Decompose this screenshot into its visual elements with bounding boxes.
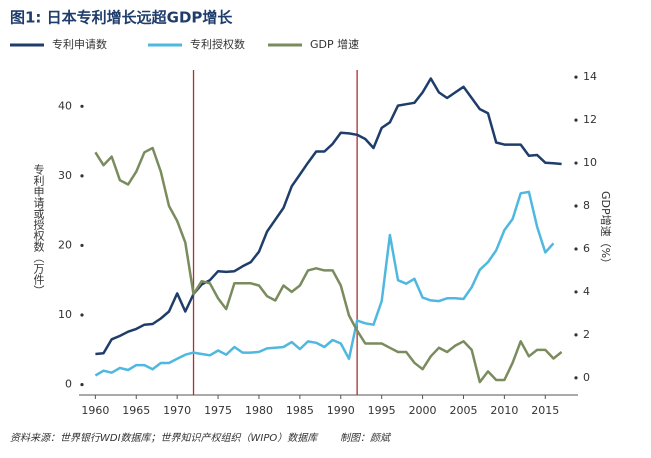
y2-tick	[574, 333, 578, 337]
y2-tick-label: 14	[583, 70, 597, 83]
credit: 制图：颜斌	[340, 432, 392, 444]
y-tick	[80, 382, 84, 387]
y2-tick	[574, 75, 578, 79]
y2-tick	[574, 161, 578, 165]
x-tick-label: 2015	[531, 404, 559, 417]
y-tick-label: 0	[65, 378, 72, 391]
y2-tick-label: 8	[583, 199, 590, 212]
x-tick-label: 2000	[409, 404, 437, 417]
y2-tick	[574, 204, 578, 208]
y2-tick	[574, 290, 578, 294]
chart-title: 图1: 日本专利增长远超GDP增长	[10, 9, 233, 27]
x-tick-label: 1960	[81, 404, 109, 417]
y-tick	[80, 104, 84, 108]
y-tick-label: 20	[58, 238, 72, 251]
y2-tick	[574, 118, 578, 122]
y2-tick-label: 12	[583, 113, 597, 126]
y2-tick-label: 6	[583, 242, 590, 255]
y2-tick	[574, 247, 578, 251]
y-tick-label: 30	[58, 169, 72, 182]
y2-tick	[574, 376, 578, 380]
source: 资料来源：世界银行WDI数据库；世界知识产权组织（WIPO）数据库	[10, 432, 319, 444]
series-line	[94, 190, 555, 377]
y2-tick-label: 4	[583, 285, 590, 298]
legend-label: 专利授权数	[190, 37, 245, 51]
x-tick-label: 2005	[449, 404, 477, 417]
y-tick	[80, 243, 84, 248]
y-tick-label: 10	[58, 308, 72, 321]
y-tick-label: 40	[58, 99, 72, 112]
x-tick-label: 1980	[245, 404, 273, 417]
y2-tick-label: 10	[583, 156, 597, 169]
x-tick-label: 1965	[122, 404, 150, 417]
x-tick-label: 1990	[327, 404, 355, 417]
y-tick	[80, 313, 84, 317]
y2-axis-label: GDP增速（%）	[599, 191, 613, 269]
y-tick	[80, 174, 84, 178]
y-axis-label: 专利申请或授权数（万件）	[32, 163, 45, 296]
y2-tick-label: 2	[583, 328, 590, 341]
series-line	[95, 77, 562, 356]
legend-label: 专利申请数	[52, 37, 107, 51]
series-line	[94, 146, 563, 384]
x-tick-label: 1975	[204, 404, 232, 417]
legend-label: GDP 增速	[310, 37, 359, 51]
x-tick-label: 1995	[368, 404, 396, 417]
x-tick-label: 1970	[163, 404, 191, 417]
y2-tick-label: 0	[583, 371, 590, 384]
x-tick-label: 1985	[286, 404, 314, 417]
x-tick-label: 2010	[490, 404, 518, 417]
